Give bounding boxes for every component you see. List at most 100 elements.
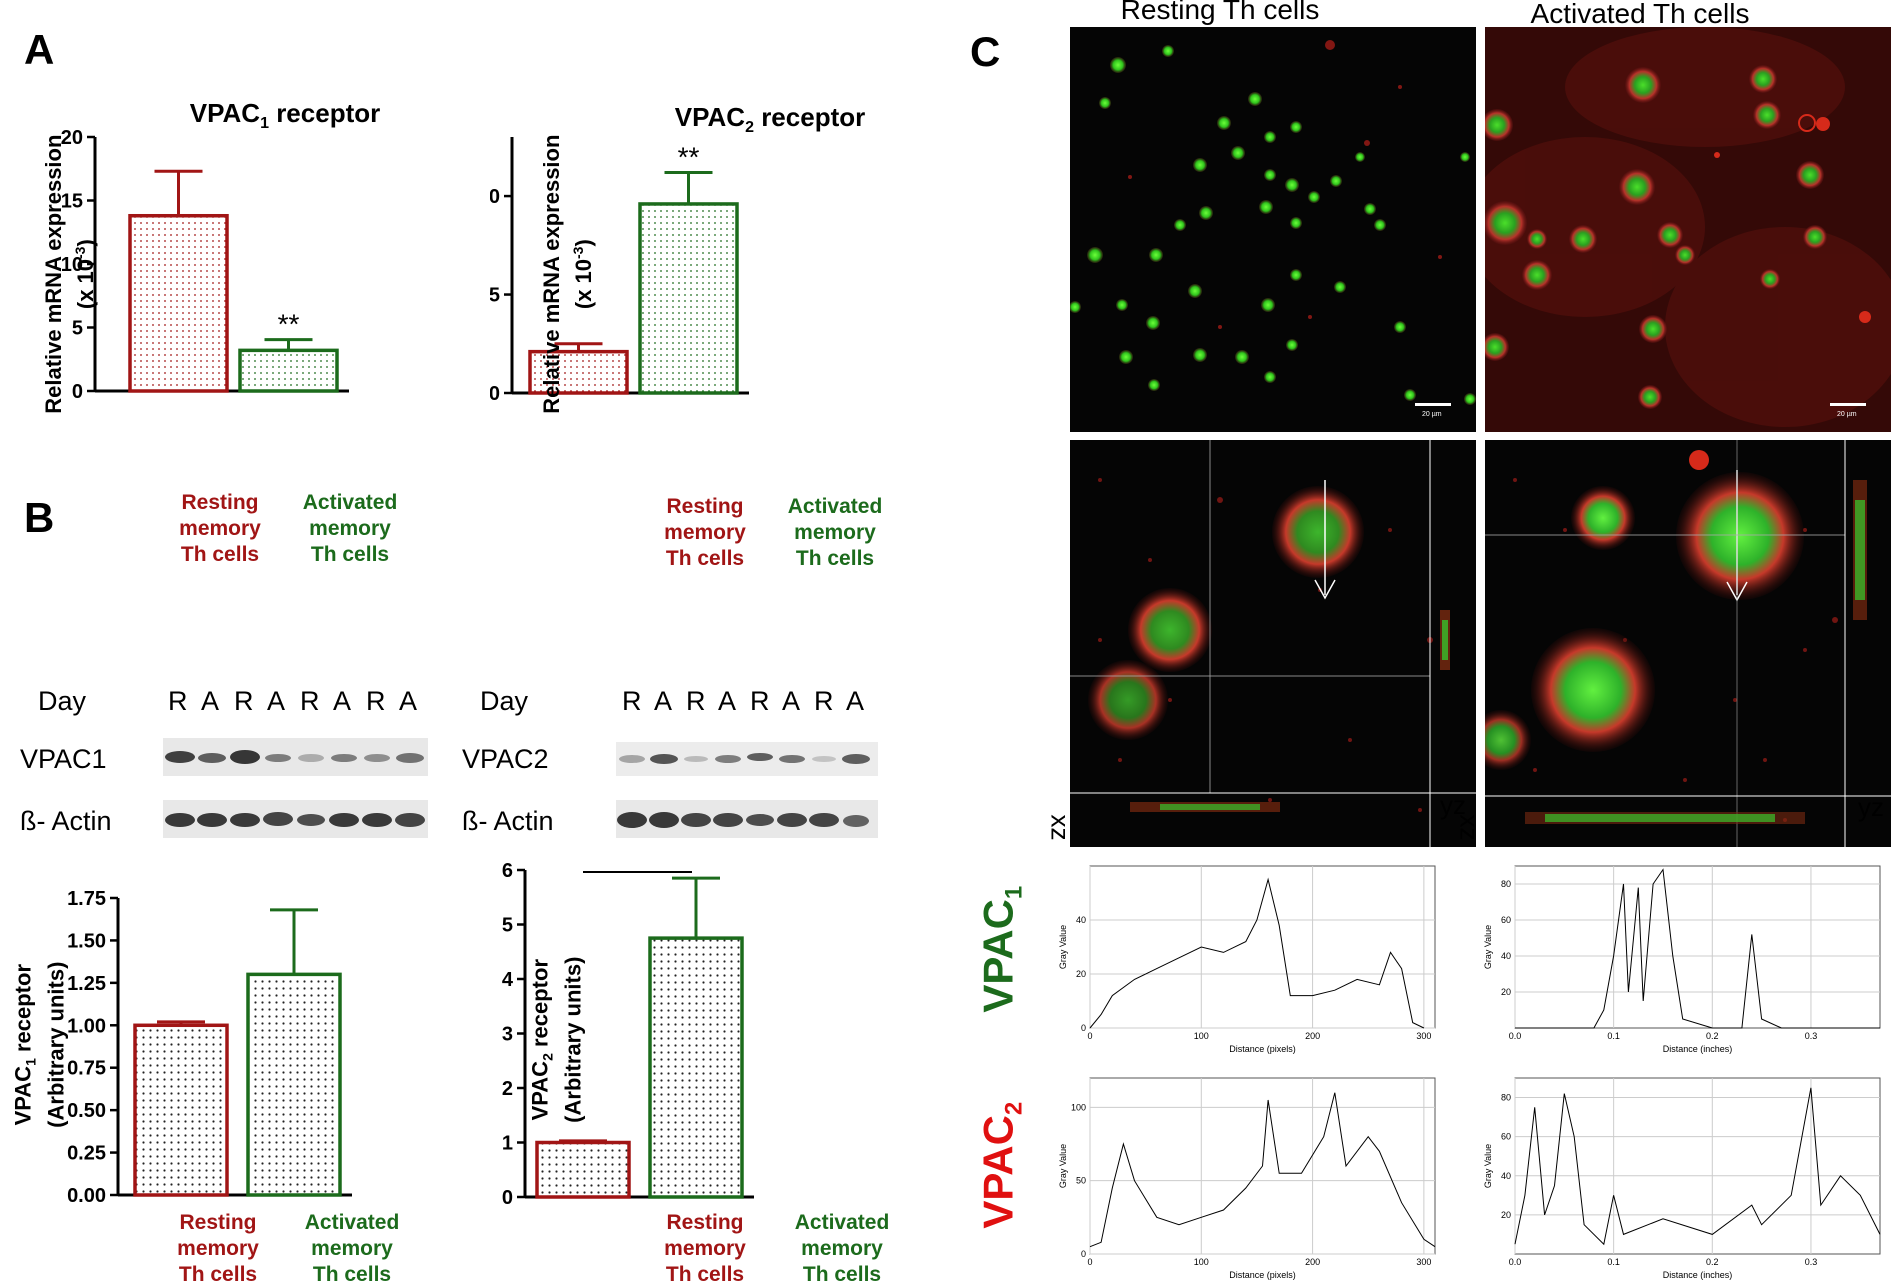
lane-label: R	[168, 686, 188, 716]
micrograph-activated-overview: 20 µm	[1485, 27, 1891, 432]
vpac2-mrna-title: VPAC2 receptor	[674, 102, 866, 137]
row-label-vpac2: VPAC2	[974, 1101, 1028, 1229]
x-tick-label: 300	[1416, 1031, 1431, 1041]
plot-frame	[1514, 1077, 1881, 1255]
blot-vpac2-image	[616, 742, 878, 776]
bar	[133, 1023, 229, 1197]
y-tick-label: 40	[1076, 915, 1086, 925]
y-tick-label: 6	[502, 860, 513, 882]
lane-label: R	[814, 686, 834, 716]
y-tick-label: 3	[502, 1024, 513, 1046]
y-tick-label: 1.00	[67, 1015, 106, 1037]
y-tick-label: 20	[61, 130, 83, 149]
profile-vpac1-resting: 0 100 200 300 0 20 40 Distance (pixels) Gray Val…	[1058, 865, 1436, 1054]
panel-letter-c: C	[970, 28, 1001, 75]
y-tick-label: 60	[1501, 915, 1511, 925]
vpac2-protein-ylabel: VPAC2 receptor (Arbitrary units)	[527, 956, 586, 1123]
profile-vpac1-activated: 0.0 0.1 0.2 0.3 20 40 60 80 Distance (inches) Gra…	[1483, 865, 1881, 1054]
lane-label: R	[366, 686, 386, 716]
col-header-activated: Activated Th cells	[1530, 0, 1750, 29]
plot-frame	[1514, 865, 1881, 1029]
y-tick-label: 100	[1071, 1102, 1086, 1112]
vpac1-mrna-ylabel: Relative mRNA expression (x 10-3)	[40, 134, 99, 414]
x-tick-label: 0	[1087, 1257, 1092, 1267]
y-tick-label: 80	[1501, 1093, 1511, 1103]
panel-letter-b: B	[24, 494, 55, 541]
vpac1-protein-activated-label: Activated memory Th cells	[304, 1211, 400, 1286]
x-tick-label: 0.0	[1509, 1031, 1522, 1041]
vpac2-protein-resting-label: Resting memory Th cells	[664, 1211, 746, 1286]
yz-label-activated: yz	[1858, 792, 1884, 822]
y-tick-label: 0	[72, 381, 83, 403]
lane-label: A	[718, 686, 737, 716]
col-header-resting: Resting Th cells	[1120, 0, 1320, 25]
significance-marker: **	[278, 309, 300, 340]
bar	[648, 936, 744, 1199]
micrograph-activated-orthogonal	[1485, 440, 1891, 847]
lane-label: A	[399, 686, 418, 716]
intensity-profile-line	[1515, 868, 1880, 1029]
x-tick-label: 100	[1194, 1031, 1209, 1041]
x-tick-label: 0.2	[1706, 1031, 1719, 1041]
y-tick-label: 15	[61, 191, 83, 213]
y-tick-label: 5	[72, 318, 83, 340]
x-tick-label: 100	[1194, 1257, 1209, 1267]
y-tick-label: 0.5	[490, 285, 500, 307]
bar	[128, 213, 229, 393]
y-tick-label: 50	[1076, 1176, 1086, 1186]
lane-label: A	[201, 686, 220, 716]
lane-label: A	[654, 686, 673, 716]
significance-marker: *	[632, 860, 644, 875]
bar	[528, 349, 629, 395]
blot-vpac1-image	[163, 738, 428, 776]
yz-label-resting: yz	[1440, 790, 1466, 820]
vpac1-protein-resting-label: Resting memory Th cells	[177, 1211, 259, 1286]
lane-label: A	[782, 686, 801, 716]
lane-label: R	[750, 686, 770, 716]
profile-vpac2-activated: 0.0 0.1 0.2 0.3 20 40 60 80 Distance (inches) Gra…	[1483, 1077, 1881, 1280]
x-tick-label: 0.2	[1706, 1257, 1719, 1267]
y-tick-label: 1.25	[67, 973, 106, 995]
scale-bar-label: 20 µm	[1422, 411, 1442, 418]
vpac2-mrna-activated-label: Activated memory Th cells	[787, 495, 883, 570]
y-axis-label: Gray Value	[1483, 925, 1493, 969]
blot1-day-label: Day	[38, 686, 87, 716]
y-tick-label: 1	[502, 1133, 513, 1155]
micrograph-resting-orthogonal	[1070, 440, 1476, 847]
x-tick-label: 200	[1305, 1257, 1320, 1267]
intensity-profile-line	[1514, 1087, 1881, 1246]
x-tick-label: 0.1	[1607, 1257, 1620, 1267]
plot-frame	[1089, 865, 1436, 1029]
x-tick-label: 0.3	[1805, 1257, 1818, 1267]
lane-label: R	[686, 686, 706, 716]
orthogonal-activated-image	[1485, 440, 1891, 847]
y-tick-label: 0	[1081, 1023, 1086, 1033]
y-axis-label: Gray Value	[1483, 1144, 1493, 1188]
row-label-vpac1: VPAC1	[974, 885, 1028, 1013]
vpac2-mrna-chart: 0.0 0.5 1.0 **	[490, 137, 749, 405]
x-tick-label: 0.3	[1805, 1031, 1818, 1041]
micrograph-resting-overview: 20 µm	[1070, 27, 1476, 432]
x-axis-label: Distance (inches)	[1663, 1270, 1733, 1280]
xz-label-resting: xz	[1045, 814, 1076, 841]
y-tick-label: 1.75	[67, 888, 106, 910]
x-axis-label: Distance (pixels)	[1229, 1270, 1296, 1280]
y-tick-label: 0.0	[490, 383, 500, 405]
blot-actin1-image	[163, 800, 428, 838]
y-tick-label: 80	[1501, 879, 1511, 889]
y-tick-label: 60	[1501, 1132, 1511, 1142]
y-tick-label: 1.0	[490, 186, 500, 208]
bar	[638, 202, 739, 395]
vpac1-protein-ylabel: VPAC1 receptor (Arbitrary units)	[10, 961, 69, 1128]
y-tick-label: 40	[1501, 951, 1511, 961]
panel-letter-a: A	[24, 26, 55, 73]
vpac1-mrna-chart: 0 5 10 15 20 **	[61, 130, 349, 403]
vpac2-mrna-ylabel: Relative mRNA expression (x 10-3)	[538, 134, 597, 414]
significance-marker: **	[678, 141, 700, 172]
bar	[535, 1140, 631, 1199]
x-tick-label: 0	[1087, 1031, 1092, 1041]
y-tick-label: 0.25	[67, 1143, 106, 1165]
y-tick-label: 20	[1076, 969, 1086, 979]
y-tick-label: 40	[1501, 1171, 1511, 1181]
x-axis-label: Distance (inches)	[1663, 1044, 1733, 1054]
